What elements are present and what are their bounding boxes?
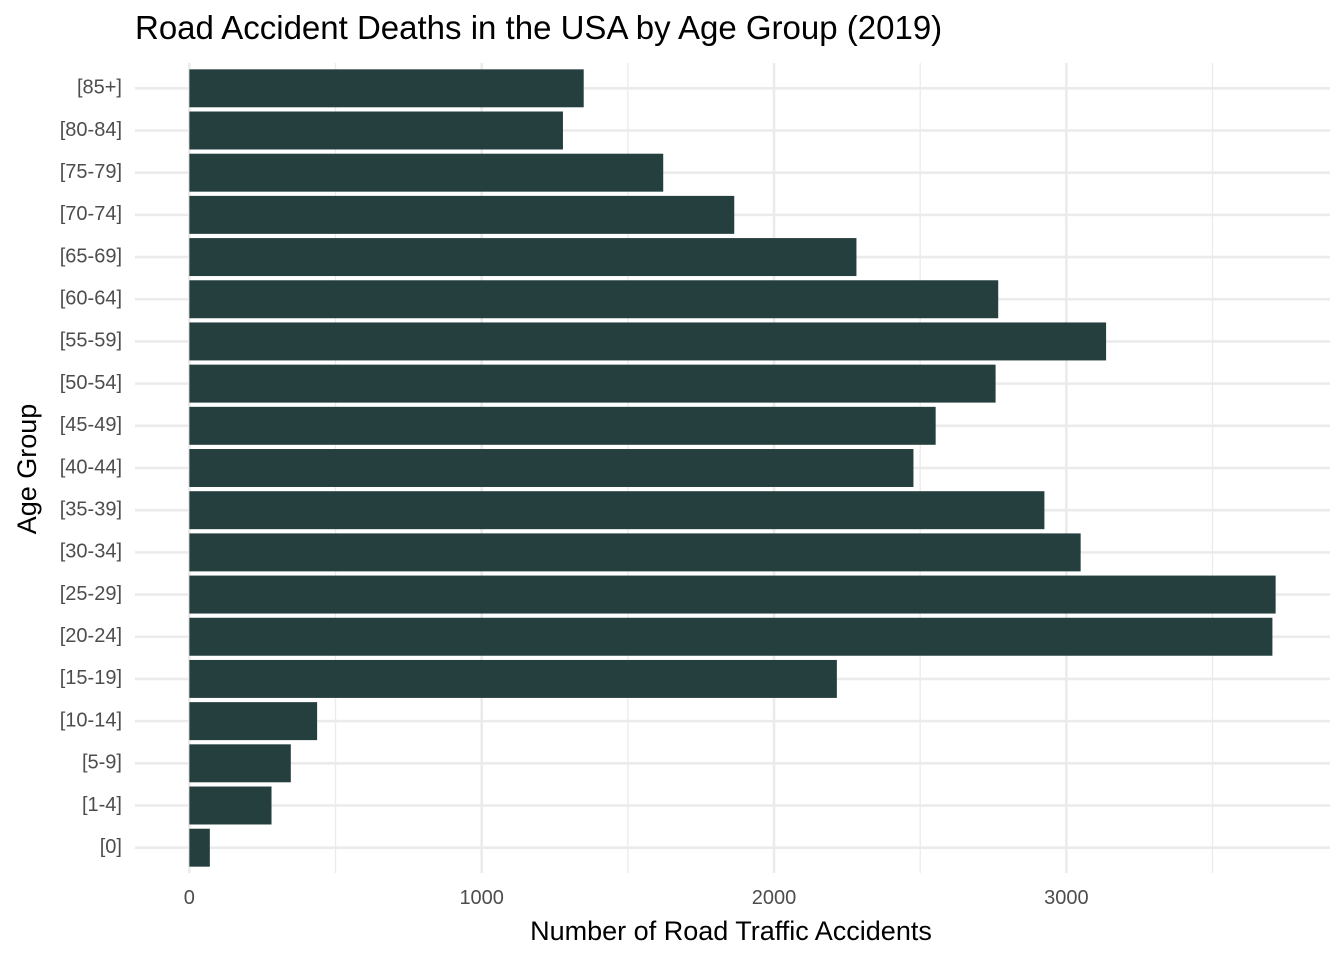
bar xyxy=(189,744,291,783)
y-tick-label: [55-59] xyxy=(60,330,122,352)
x-tick-label: 3000 xyxy=(1044,887,1089,909)
y-tick-label: [85+] xyxy=(77,77,122,99)
y-tick-label: [75-79] xyxy=(60,161,122,183)
bar xyxy=(189,449,914,487)
bar xyxy=(189,617,1273,656)
bar xyxy=(189,280,999,319)
y-tick-label: [40-44] xyxy=(60,456,122,478)
y-tick-label: [60-64] xyxy=(60,288,122,310)
y-tick-label: [0] xyxy=(100,836,122,858)
x-tick-labels: 0 1000 2000 3000 xyxy=(184,887,1089,909)
bar xyxy=(189,238,857,277)
x-tick-label: 0 xyxy=(184,887,195,909)
y-tick-label: [35-39] xyxy=(60,498,122,520)
y-tick-label: [30-34] xyxy=(60,541,122,563)
bar xyxy=(189,406,936,445)
bar xyxy=(189,69,584,108)
y-tick-label: [15-19] xyxy=(60,667,122,689)
y-axis-title: Age Group xyxy=(12,404,42,535)
bar xyxy=(189,786,272,825)
bar xyxy=(189,364,996,403)
bar xyxy=(189,828,210,867)
x-axis-title: Number of Road Traffic Accidents xyxy=(530,916,932,946)
bar xyxy=(189,153,664,192)
x-tick-label: 1000 xyxy=(459,887,504,909)
y-tick-label: [50-54] xyxy=(60,372,122,394)
bar xyxy=(189,322,1107,361)
y-tick-label: [25-29] xyxy=(60,583,122,605)
bar xyxy=(189,491,1045,530)
y-tick-label: [1-4] xyxy=(82,794,122,816)
y-tick-label: [20-24] xyxy=(60,625,122,647)
y-tick-label: [80-84] xyxy=(60,119,122,141)
y-tick-label: [5-9] xyxy=(82,752,122,774)
bars xyxy=(189,69,1276,867)
bar xyxy=(189,111,563,150)
bar xyxy=(189,575,1276,614)
y-tick-labels: [0] [1-4] [5-9] [10-14] [15-19] [20-24] [25-29… xyxy=(60,77,122,858)
y-tick-label: [65-69] xyxy=(60,245,122,267)
bar xyxy=(189,702,318,741)
bar xyxy=(189,195,735,234)
chart-title: Road Accident Deaths in the USA by Age G… xyxy=(135,9,942,46)
bar xyxy=(189,659,837,698)
x-tick-label: 2000 xyxy=(752,887,797,909)
bar xyxy=(189,533,1081,572)
y-tick-label: [45-49] xyxy=(60,414,122,436)
y-tick-label: [70-74] xyxy=(60,203,122,225)
y-tick-label: [10-14] xyxy=(60,709,122,731)
